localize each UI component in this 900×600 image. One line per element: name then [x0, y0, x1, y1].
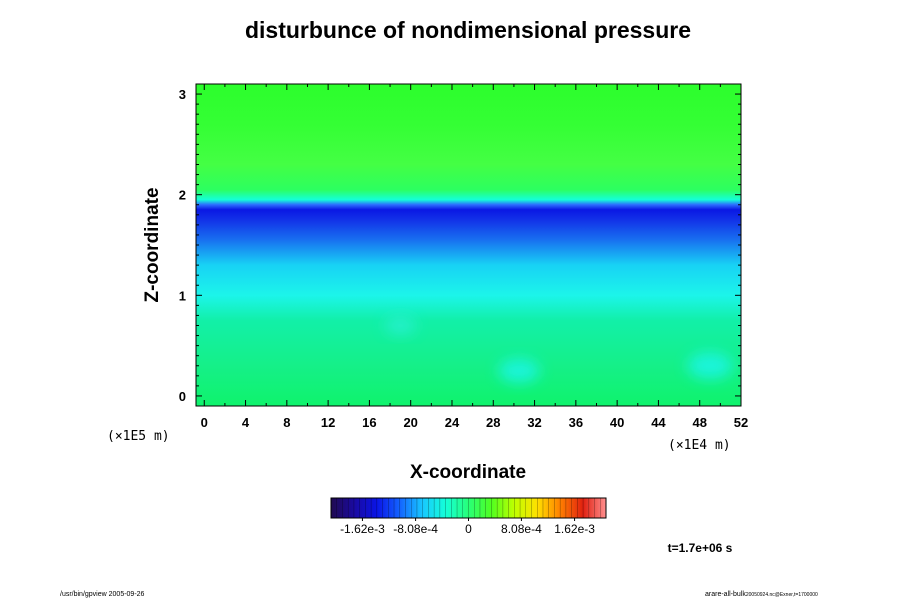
y-tick-label-0: 0 [179, 389, 186, 404]
x-tick-label-4: 16 [362, 415, 376, 430]
x-unit-label: (×1E4 m) [668, 438, 731, 453]
colorbar-ticks: -1.62e-3 -8.08e-4 0 8.08e-4 1.62e-3 [340, 518, 595, 536]
colorbar-tick-label-4: 1.62e-3 [554, 522, 595, 536]
chart-title: disturbunce of nondimensional pressure [245, 17, 691, 43]
x-tick-label-8: 32 [527, 415, 541, 430]
colorbar-tick-label-0: -1.62e-3 [340, 522, 385, 536]
time-label: t=1.7e+06 s [668, 541, 733, 555]
heatmap-spot-0 [498, 358, 540, 383]
colorbar-tick-label-2: 0 [465, 522, 472, 536]
x-tick-label-13: 52 [734, 415, 748, 430]
x-tick-label-7: 28 [486, 415, 500, 430]
y-axis-title: Z-coordinate [142, 187, 163, 302]
x-axis-ticks: 0 4 8 12 16 20 24 28 32 36 40 44 48 52 [201, 84, 748, 430]
y-tick-label-2: 2 [179, 188, 186, 203]
x-axis-title: X-coordinate [410, 462, 526, 483]
x-tick-label-6: 24 [445, 415, 460, 430]
x-tick-label-1: 4 [242, 415, 250, 430]
footer-left: /usr/bin/gpview 2005-09-26 [60, 591, 145, 598]
y-tick-label-1: 1 [179, 288, 186, 303]
x-tick-label-12: 48 [692, 415, 706, 430]
heatmap-spot-2 [384, 316, 416, 335]
y-axis-ticks: 0 1 2 3 [179, 83, 741, 404]
heatmap-spot-1 [687, 352, 733, 380]
footer-right-small: 20050924.nc@Exner,t=1700000 [746, 592, 818, 598]
heatmap-field [196, 84, 741, 406]
heatmap-spots [384, 316, 733, 383]
colorbar-tick-label-1: -8.08e-4 [393, 522, 438, 536]
x-tick-label-0: 0 [201, 415, 208, 430]
colorbar-tick-label-3: 8.08e-4 [501, 522, 542, 536]
x-tick-label-9: 36 [569, 415, 583, 430]
x-tick-label-5: 20 [403, 415, 417, 430]
footer-right: arare-all-bulk20050924.nc@Exner,t=170000… [705, 591, 818, 598]
x-tick-label-10: 40 [610, 415, 624, 430]
colorbar-segments [336, 498, 601, 518]
y-unit-label: (×1E5 m) [107, 429, 170, 444]
x-tick-label-11: 44 [651, 415, 666, 430]
colorbar: -1.62e-3 -8.08e-4 0 8.08e-4 1.62e-3 [330, 497, 607, 536]
x-tick-label-3: 12 [321, 415, 335, 430]
heatmap-area [195, 83, 742, 407]
x-tick-label-2: 8 [283, 415, 290, 430]
y-tick-label-3: 3 [179, 87, 186, 102]
footer-right-main: arare-all-bulk [705, 591, 746, 598]
